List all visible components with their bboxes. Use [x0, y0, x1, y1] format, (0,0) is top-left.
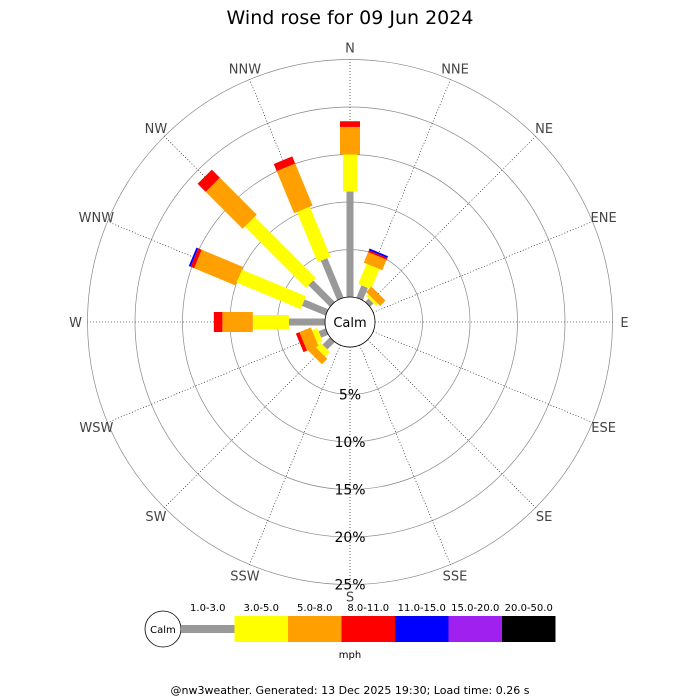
- spoke-wsw: [107, 331, 328, 423]
- direction-label-e: E: [620, 316, 628, 331]
- bar-w-5-0-8-0: [222, 312, 253, 332]
- bar-nne-11-0-15-0: [368, 248, 389, 258]
- legend-label-8-0-11-0: 8.0-11.0: [347, 603, 389, 614]
- chart-title: Wind rose for 09 Jun 2024: [227, 7, 474, 29]
- direction-label-nne: NNE: [441, 62, 469, 77]
- bar-w-8-0-11-0: [213, 312, 223, 332]
- spoke-ene: [372, 221, 593, 313]
- ring-label-15: 15%: [334, 483, 365, 499]
- bar-nw-5-0-8-0: [205, 177, 257, 229]
- bar-n-8-0-11-0: [340, 121, 360, 127]
- legend-calm-label: Calm: [150, 625, 176, 636]
- legend-label-5-0-8-0: 5.0-8.0: [297, 603, 332, 614]
- bar-nnw-8-0-11-0: [273, 156, 296, 172]
- bar-nne-3-0-5-0: [358, 263, 380, 290]
- bar-wnw-8-0-11-0: [190, 248, 202, 269]
- spoke-ssw: [249, 344, 341, 565]
- bar-n-1-0-3-0: [346, 191, 354, 297]
- direction-label-wnw: WNW: [79, 211, 115, 226]
- direction-label-nnw: NNW: [229, 62, 261, 77]
- direction-label-ene: ENE: [591, 211, 617, 226]
- bar-nw-8-0-11-0: [197, 169, 220, 192]
- bar-w-3-0-5-0: [252, 315, 289, 329]
- bar-nw-3-0-5-0: [244, 216, 316, 288]
- bar-nw-1-0-3-0: [308, 280, 335, 307]
- calm-circle-shape: [324, 296, 376, 348]
- legend-swatch-5-0-8-0: [288, 616, 342, 642]
- direction-label-se: SE: [536, 510, 552, 525]
- bar-ne-5-0-8-0: [365, 286, 386, 307]
- spoke-sse: [359, 344, 451, 565]
- ring-labels: 5% 10% 15% 20% 25%: [334, 388, 365, 594]
- calm-circle: Calm: [324, 296, 376, 348]
- calm-label: Calm: [333, 316, 366, 331]
- spoke-ese: [372, 331, 593, 423]
- legend: Calm 1.0-3.0 3.0-5.0 5.0-8.0 8.0-11.0 11.0-15…: [144, 603, 556, 661]
- wind-bars: [188, 121, 389, 365]
- legend-swatch-1-0-3-0: [181, 625, 235, 633]
- bar-wnw-5-0-8-0: [194, 249, 243, 286]
- ring-label-10: 10%: [334, 435, 365, 451]
- bar-ne-3-0-5-0: [366, 293, 379, 306]
- bar-nne-5-0-8-0: [363, 252, 387, 271]
- bar-n-3-0-5-0: [343, 154, 357, 192]
- legend-swatch-15-0-20-0: [448, 616, 502, 642]
- bar-wnw-1-0-3-0: [301, 299, 329, 316]
- direction-label-ese: ESE: [591, 421, 616, 436]
- bar-nne-1-0-3-0: [356, 285, 368, 301]
- direction-label-ssw: SSW: [230, 570, 260, 585]
- direction-label-s: S: [346, 591, 354, 606]
- direction-label-nw: NW: [145, 122, 168, 137]
- spoke-se: [367, 339, 536, 508]
- legend-label-1-0-3-0: 1.0-3.0: [190, 603, 225, 614]
- bar-sw-3-0-5-0: [315, 342, 330, 357]
- bar-nnw-3-0-5-0: [296, 206, 331, 263]
- ring-label-5: 5%: [339, 388, 361, 404]
- legend-label-11-0-15-0: 11.0-15.0: [398, 603, 446, 614]
- ring-label-25: 25%: [334, 578, 365, 594]
- direction-label-sse: SSE: [443, 570, 468, 585]
- bar-ne-1-0-3-0: [365, 298, 374, 307]
- legend-label-15-0-20-0: 15.0-20.0: [451, 603, 499, 614]
- direction-label-w: W: [69, 316, 82, 331]
- legend-label-3-0-5-0: 3.0-5.0: [244, 603, 279, 614]
- bar-sw-5-0-8-0: [307, 344, 328, 365]
- footer-text: @nw3weather. Generated: 13 Dec 2025 19:3…: [171, 684, 530, 697]
- legend-swatch-8-0-11-0: [341, 616, 395, 642]
- bar-n-5-0-8-0: [340, 126, 360, 155]
- bar-wsw-3-0-5-0: [311, 328, 323, 344]
- bar-nne-8-0-11-0: [368, 250, 388, 260]
- bar-wnw-11-0-15-0: [188, 247, 199, 267]
- legend-swatch-20-0-50-0: [502, 616, 556, 642]
- legend-label-20-0-50-0: 20.0-50.0: [505, 603, 553, 614]
- spoke-sw: [164, 339, 333, 508]
- bar-sw-1-0-3-0: [322, 337, 335, 350]
- bar-wsw-8-0-11-0: [295, 332, 308, 353]
- bar-nnw-1-0-3-0: [320, 258, 344, 301]
- bar-w-1-0-3-0: [288, 318, 325, 326]
- bar-nnw-5-0-8-0: [276, 163, 313, 214]
- bar-wnw-3-0-5-0: [236, 269, 306, 310]
- legend-unit: mph: [339, 650, 361, 661]
- bar-wsw-5-0-8-0: [299, 327, 319, 351]
- direction-label-ne: NE: [535, 122, 553, 137]
- direction-labels: N NNE NE ENE E ESE SE SSE S SSW SW WSW W WNW NW NNW: [69, 42, 629, 606]
- ring-label-20: 20%: [334, 530, 365, 546]
- bar-wsw-1-0-3-0: [318, 328, 329, 338]
- direction-label-wsw: WSW: [79, 421, 113, 436]
- legend-swatch-11-0-15-0: [395, 616, 449, 642]
- direction-label-n: N: [345, 42, 355, 57]
- legend-swatch-3-0-5-0: [234, 616, 288, 642]
- spoke-ne: [367, 136, 536, 305]
- direction-label-sw: SW: [145, 510, 166, 525]
